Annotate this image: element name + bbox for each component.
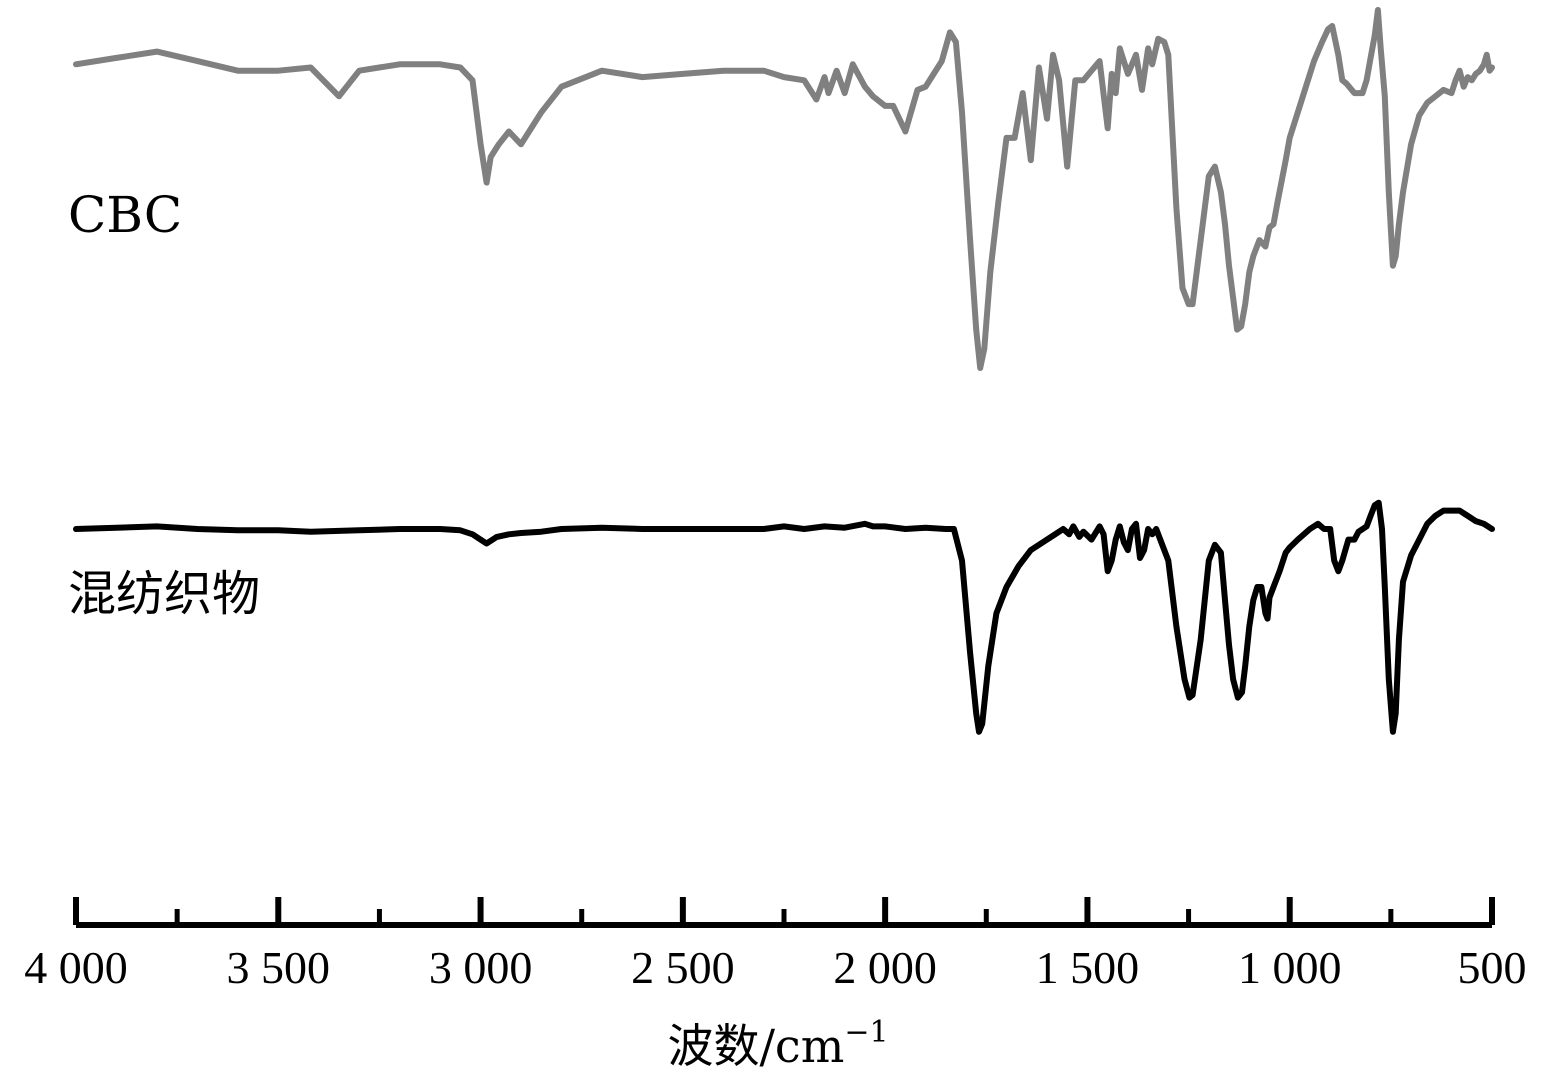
x-tick-label: 1 500 <box>1036 942 1140 993</box>
x-tick-label: 3 000 <box>429 942 533 993</box>
x-tick-label: 4 000 <box>24 942 128 993</box>
series-line-blend-fabric <box>73 499 1495 735</box>
x-tick-label: 1 000 <box>1238 942 1342 993</box>
series-line-cbc <box>73 7 1495 371</box>
series-label-blend-fabric: 混纺织物 <box>68 566 260 622</box>
x-tick-label: 2 500 <box>631 942 735 993</box>
x-axis-title-superscript: −1 <box>844 1015 888 1050</box>
x-tick-label: 2 000 <box>833 942 937 993</box>
x-axis: 4 000 3 500 3 000 2 500 2 000 1 500 1 000 500 <box>24 897 1527 993</box>
x-tick-label: 3 500 <box>227 942 331 993</box>
x-axis-title-text: 波数/cm <box>667 1019 844 1073</box>
series-label-cbc: CBC <box>68 186 182 244</box>
x-tick-label: 500 <box>1458 942 1527 993</box>
x-axis-title: 波数/cm−1 <box>667 1015 888 1073</box>
series-layer <box>73 7 1495 735</box>
